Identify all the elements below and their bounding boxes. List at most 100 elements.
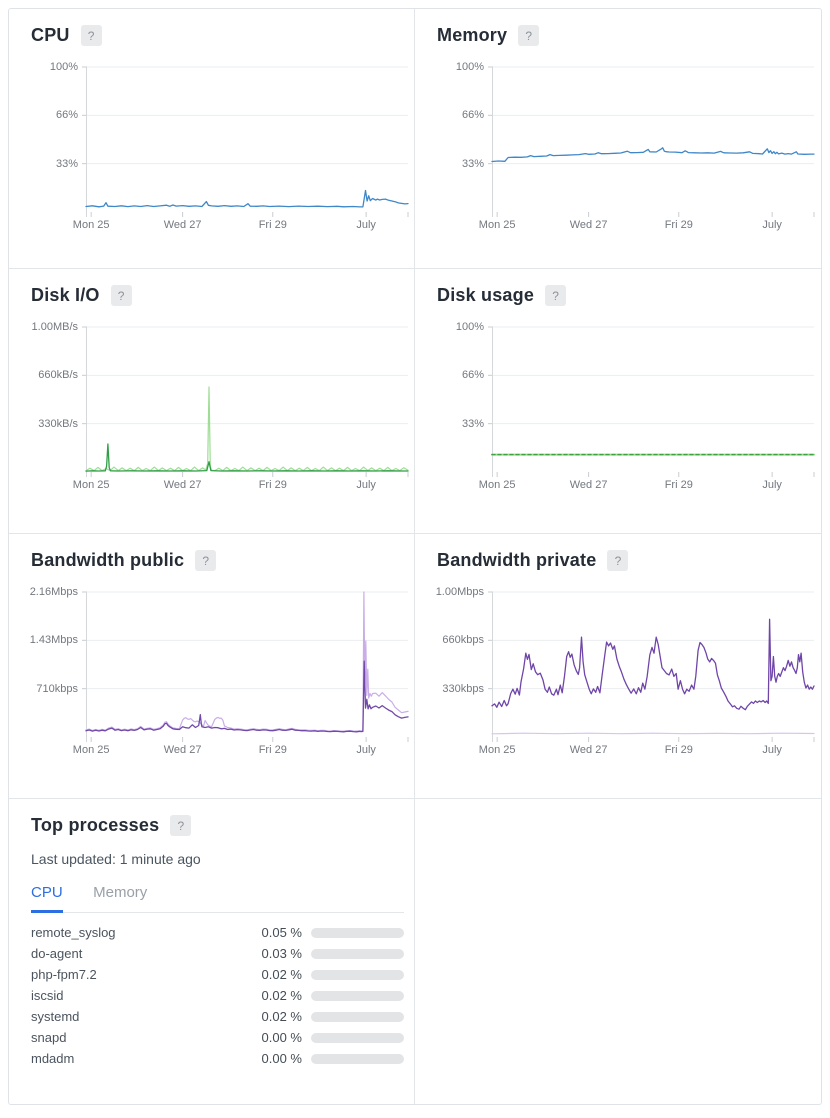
y-axis-label: 66% (461, 109, 484, 121)
help-icon-bandwidth-public[interactable]: ? (195, 550, 217, 571)
help-icon-cpu[interactable]: ? (80, 25, 102, 46)
help-icon-bandwidth-private[interactable]: ? (607, 550, 629, 571)
process-value: 0.02 % (261, 967, 302, 982)
panel-title-memory: Memory (437, 25, 508, 45)
panel-cpu-header: CPU ? (9, 9, 414, 46)
bandwidth-public-chart[interactable] (80, 591, 415, 745)
panel-disk-io: Disk I/O ? 1.00MB/s 660kB/s 330kB/s Mon … (9, 269, 415, 534)
process-value: 0.03 % (261, 946, 302, 961)
process-bar (311, 927, 404, 938)
disk-io-chart[interactable] (80, 326, 415, 480)
process-bar (311, 948, 404, 959)
x-axis-label: Wed 27 (569, 219, 608, 231)
y-axis-label: 1.00Mbps (435, 586, 484, 598)
process-bar (311, 1053, 404, 1064)
y-axis-label: 1.00MB/s (31, 321, 78, 333)
tab-cpu[interactable]: CPU (31, 884, 63, 913)
process-name: iscsid (31, 988, 64, 1003)
y-axis-label: 33% (55, 158, 78, 170)
x-axis-label: Wed 27 (163, 219, 202, 231)
x-axis-label: Mon 25 (478, 479, 516, 491)
y-axis-label: 710kbps (36, 683, 78, 695)
x-axis-label: Fri 29 (258, 479, 287, 491)
tab-memory[interactable]: Memory (93, 884, 147, 910)
x-axis-label: Wed 27 (163, 744, 202, 756)
process-row: php-fpm7.2 0.02 % (31, 964, 404, 985)
x-axis-label: Wed 27 (163, 479, 202, 491)
bandwidth-public-chart-area: 2.16Mbps 1.43Mbps 710kbps Mon 25 Wed 27 … (30, 586, 414, 764)
y-axis-label: 1.43Mbps (29, 634, 78, 646)
bandwidth-private-chart[interactable] (486, 591, 821, 745)
process-list: remote_syslog 0.05 % do-agent 0.03 % php… (31, 922, 404, 1069)
process-bar (311, 1032, 404, 1043)
x-axis-label: July (762, 479, 782, 491)
y-axis-label: 33% (461, 158, 484, 170)
y-axis-label: 660kB/s (38, 369, 78, 381)
x-axis-label: July (762, 219, 782, 231)
panel-disk-io-header: Disk I/O ? (9, 269, 414, 306)
process-row: remote_syslog 0.05 % (31, 922, 404, 943)
panel-title-cpu: CPU (31, 25, 70, 45)
panel-title-bandwidth-private: Bandwidth private (437, 550, 597, 570)
y-axis-label: 100% (455, 321, 484, 333)
panel-title-top-processes: Top processes (31, 815, 160, 835)
y-axis-label: 330kbps (442, 683, 484, 695)
monitoring-dashboard: CPU ? 100% 66% 33% Mon 25 Wed 27 Fri 29 … (8, 8, 822, 1105)
process-bar (311, 969, 404, 980)
empty-panel (415, 799, 821, 1104)
help-icon-memory[interactable]: ? (518, 25, 540, 46)
process-bar (311, 990, 404, 1001)
help-icon-disk-usage[interactable]: ? (545, 285, 567, 306)
x-axis-label: July (356, 744, 376, 756)
x-axis-label: Mon 25 (72, 479, 110, 491)
panel-title-disk-usage: Disk usage (437, 285, 535, 305)
process-name: mdadm (31, 1051, 75, 1066)
panel-bandwidth-private: Bandwidth private ? 1.00Mbps 660kbps 330… (415, 534, 821, 799)
y-axis-label: 660kbps (442, 634, 484, 646)
disk-usage-chart-area: 100% 66% 33% Mon 25 Wed 27 Fri 29 July (456, 321, 821, 499)
process-row: do-agent 0.03 % (31, 943, 404, 964)
memory-chart[interactable] (486, 66, 821, 220)
y-axis-label: 66% (461, 369, 484, 381)
cpu-chart-area: 100% 66% 33% Mon 25 Wed 27 Fri 29 July (50, 61, 414, 239)
process-name: snapd (31, 1030, 67, 1045)
panel-top-processes: Top processes ? Last updated: 1 minute a… (9, 799, 415, 1104)
process-row: mdadm 0.00 % (31, 1048, 404, 1069)
panel-cpu: CPU ? 100% 66% 33% Mon 25 Wed 27 Fri 29 … (9, 9, 415, 269)
process-value: 0.00 % (261, 1030, 302, 1045)
x-axis-label: Mon 25 (72, 744, 110, 756)
process-name: do-agent (31, 946, 83, 961)
process-value: 0.05 % (261, 925, 302, 940)
last-updated-text: Last updated: 1 minute ago (31, 851, 201, 867)
process-row: systemd 0.02 % (31, 1006, 404, 1027)
y-axis-label: 100% (455, 61, 484, 73)
help-icon-disk-io[interactable]: ? (110, 285, 132, 306)
x-axis-label: Fri 29 (258, 219, 287, 231)
x-axis-label: Fri 29 (258, 744, 287, 756)
panel-title-bandwidth-public: Bandwidth public (31, 550, 185, 570)
y-axis-label: 66% (55, 109, 78, 121)
help-icon-top-processes[interactable]: ? (170, 815, 192, 836)
process-name: systemd (31, 1009, 80, 1024)
process-name: php-fpm7.2 (31, 967, 97, 982)
panel-bandwidth-public-header: Bandwidth public ? (9, 534, 414, 571)
process-name: remote_syslog (31, 925, 116, 940)
memory-chart-area: 100% 66% 33% Mon 25 Wed 27 Fri 29 July (456, 61, 821, 239)
x-axis-label: Fri 29 (664, 479, 693, 491)
x-axis-label: July (356, 219, 376, 231)
y-axis-label: 2.16Mbps (29, 586, 78, 598)
bandwidth-private-chart-area: 1.00Mbps 660kbps 330kbps Mon 25 Wed 27 F… (436, 586, 821, 764)
y-axis-label: 33% (461, 418, 484, 430)
process-value: 0.02 % (261, 988, 302, 1003)
process-bar (311, 1011, 404, 1022)
x-axis-label: Mon 25 (72, 219, 110, 231)
y-axis-label: 100% (49, 61, 78, 73)
panel-bandwidth-private-header: Bandwidth private ? (415, 534, 821, 571)
process-row: snapd 0.00 % (31, 1027, 404, 1048)
cpu-chart[interactable] (80, 66, 415, 220)
x-axis-label: Mon 25 (478, 744, 516, 756)
x-axis-label: Fri 29 (664, 744, 693, 756)
panel-memory-header: Memory ? (415, 9, 821, 46)
x-axis-label: Wed 27 (569, 744, 608, 756)
disk-usage-chart[interactable] (486, 326, 821, 480)
